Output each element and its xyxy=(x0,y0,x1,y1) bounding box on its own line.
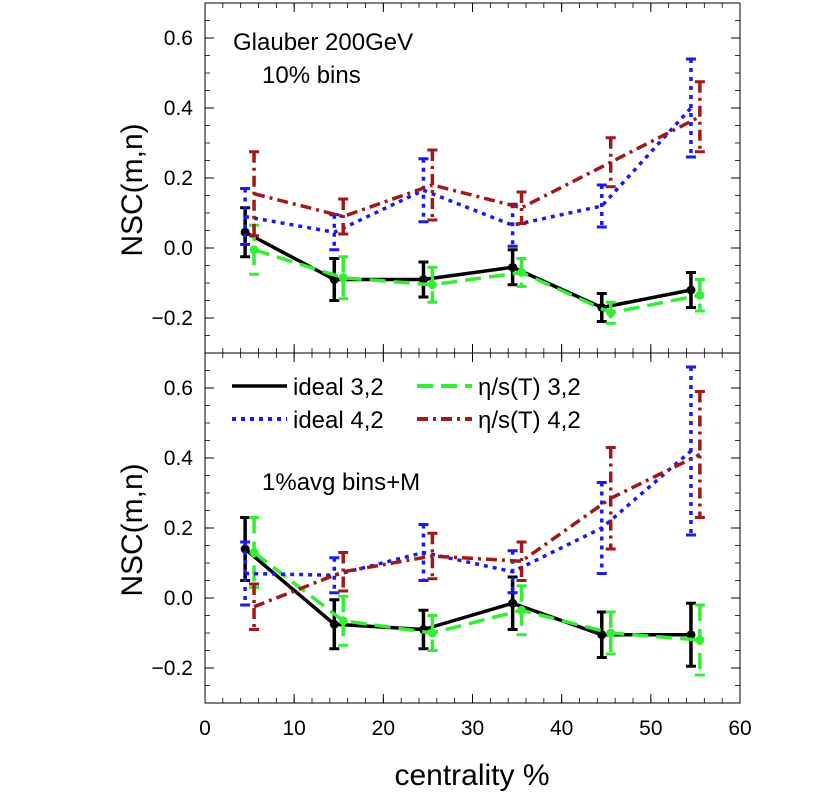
y-tick-label: 0.0 xyxy=(164,587,193,610)
data-point xyxy=(240,227,250,237)
data-point xyxy=(517,605,527,615)
data-point xyxy=(427,280,437,290)
legend-label-ideal-4-2: ideal 4,2 xyxy=(293,407,384,434)
x-tick-label: 50 xyxy=(639,717,662,740)
data-point xyxy=(508,262,518,272)
y-tick-label: 0.2 xyxy=(164,517,193,540)
data-point xyxy=(517,268,527,277)
data-point xyxy=(338,616,348,626)
y-ticks-top: −0.2 0.0 0.2 0.4 0.6 xyxy=(152,2,740,354)
y-tick-label: 0.6 xyxy=(164,377,193,400)
legend-label-ideal-3-2: ideal 3,2 xyxy=(293,374,384,401)
series-bottom xyxy=(240,365,705,677)
y-tick-label: −0.2 xyxy=(152,657,193,680)
data-point xyxy=(427,628,437,638)
series-line-dashdot xyxy=(253,115,701,219)
data-point xyxy=(695,290,705,300)
data-point xyxy=(606,308,616,318)
x-tick-label: 20 xyxy=(372,717,395,740)
x-ticks-bottom: 0 10 20 30 40 50 60 xyxy=(199,353,752,740)
y-tick-label: 0.4 xyxy=(164,97,194,120)
y-axis-title-top: NSC(m,n) xyxy=(116,123,149,256)
x-tick-label: 10 xyxy=(282,717,305,740)
series-top xyxy=(240,57,705,325)
series-line-dotted xyxy=(244,106,693,234)
y-tick-label: −0.2 xyxy=(152,307,193,330)
y-tick-label: 0.4 xyxy=(164,447,194,470)
y-tick-label: 0.2 xyxy=(164,167,193,190)
series-line-dashed xyxy=(252,551,701,642)
annotation-bins: 1%avg bins+M xyxy=(262,469,420,496)
series-line-solid xyxy=(244,230,692,310)
data-point xyxy=(686,285,696,295)
panel-bottom: −0.2 0.0 0.2 0.4 0.6 0 10 20 30 40 50 60 1%avg bin… xyxy=(116,352,752,792)
x-tick-label: 0 xyxy=(199,717,211,740)
series-line-dashdot xyxy=(253,452,701,609)
y-tick-label: 0.6 xyxy=(164,27,193,50)
data-point xyxy=(418,275,428,284)
x-ticks-top xyxy=(204,3,741,353)
data-point xyxy=(597,630,607,640)
x-tick-label: 40 xyxy=(550,717,573,740)
series-line-dashed xyxy=(253,248,701,315)
data-point xyxy=(508,598,518,608)
data-point xyxy=(240,544,250,554)
data-point xyxy=(686,630,696,640)
y-axis-title-bottom: NSC(m,n) xyxy=(116,463,149,596)
data-point xyxy=(329,619,339,629)
legend-label-etas-3-2: η/s(T) 3,2 xyxy=(478,374,581,401)
x-tick-label: 30 xyxy=(461,717,484,740)
plot-frame-bottom xyxy=(204,352,741,704)
data-point xyxy=(338,273,348,283)
data-point xyxy=(606,628,616,638)
legend-label-etas-4-2: η/s(T) 4,2 xyxy=(478,407,581,434)
x-tick-label: 60 xyxy=(728,717,751,740)
annotation-line-2: 10% bins xyxy=(262,62,361,89)
legend: ideal 3,2 ideal 4,2 η/s(T) 3,2 η/s(T) 4,… xyxy=(232,374,581,434)
data-point xyxy=(249,245,259,255)
panel-top: −0.2 0.0 0.2 0.4 0.6 Glauber 200GeV 10% bins… xyxy=(116,2,741,354)
y-tick-label: 0.0 xyxy=(164,237,193,260)
series-line-dotted xyxy=(245,449,693,577)
y-ticks-bottom: −0.2 0.0 0.2 0.4 0.6 xyxy=(152,352,740,704)
data-point xyxy=(695,635,705,645)
annotation-line-1: Glauber 200GeV xyxy=(233,29,413,56)
x-axis-title: centrality % xyxy=(394,759,549,792)
data-point xyxy=(249,548,259,557)
